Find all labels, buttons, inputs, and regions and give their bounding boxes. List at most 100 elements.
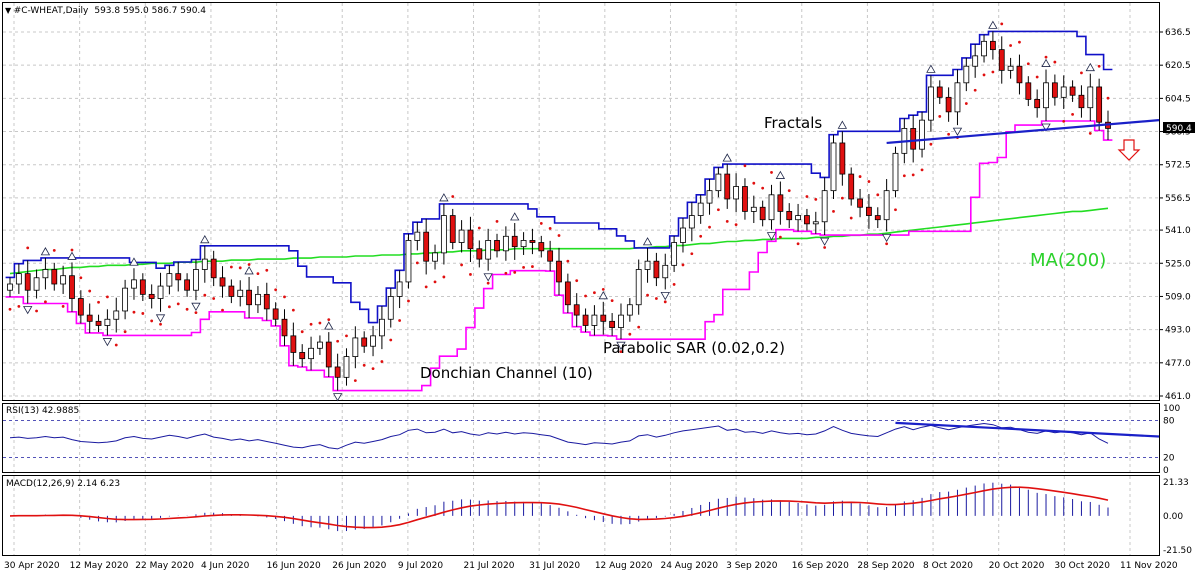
date-tick-label: 31 Jul 2020: [529, 561, 580, 571]
candle-body: [511, 235, 518, 248]
price-tick-label: 461.0: [1165, 392, 1191, 402]
candle-body: [529, 240, 536, 243]
sar-dot: [725, 219, 729, 223]
sar-dot: [628, 332, 632, 336]
sar-dot: [141, 312, 145, 315]
sar-dot: [176, 302, 180, 306]
sar-dot: [646, 293, 649, 297]
sar-dot: [460, 263, 463, 267]
sar-dot: [159, 322, 162, 326]
sar-dot: [876, 193, 880, 197]
sar-dot: [132, 310, 136, 314]
sar-dot: [734, 223, 738, 227]
candle-body: [724, 173, 731, 200]
candle-body: [671, 242, 678, 266]
price-panel-frame: [2, 2, 1160, 401]
current-price-box: [1163, 122, 1195, 133]
candle-body: [688, 215, 695, 229]
sar-dot: [885, 242, 889, 246]
rsi-title: RSI(13) 42.9885: [6, 406, 79, 416]
candle-body: [193, 269, 199, 291]
rsi-tick-label: 80: [1163, 416, 1175, 426]
macd-tick-label: 21.33: [1163, 478, 1189, 488]
sar-dot: [167, 305, 171, 309]
date-tick-label: 30 Apr 2020: [4, 561, 60, 571]
chart-instrument-label: ▼ #C-WHEAT,Daily 593.8 595.0 586.7 590.4: [5, 6, 206, 16]
candle-body: [69, 275, 75, 299]
candle-body: [945, 96, 952, 113]
candle-body: [1007, 65, 1014, 71]
candle-body: [848, 173, 855, 200]
candle-body: [839, 142, 846, 175]
candle-body: [928, 86, 934, 121]
donchian-upper-line: [5, 30, 1113, 324]
candle-body: [494, 240, 500, 252]
candle-body: [325, 341, 332, 368]
fractal-up-icon: [324, 321, 334, 330]
candle-body: [502, 235, 509, 252]
candle-body: [680, 227, 686, 243]
fractal-up-icon: [722, 153, 732, 162]
price-tick-label: 509.0: [1165, 292, 1191, 302]
candle-body: [263, 293, 270, 310]
sar-dot: [584, 294, 587, 298]
sar-dot: [345, 334, 348, 338]
candle-body: [255, 293, 261, 306]
sar-dot: [1009, 44, 1012, 47]
candle-body: [440, 215, 447, 254]
sar-dot: [619, 350, 623, 354]
fractal-down-icon: [819, 237, 830, 246]
candle-body: [981, 40, 987, 57]
sar-dot: [35, 309, 38, 313]
fractal-down-icon: [332, 393, 343, 402]
sar-dot: [203, 293, 207, 297]
fractal-up-icon: [837, 120, 848, 129]
sar-dot: [708, 225, 711, 229]
donchian-annotation: Donchian Channel (10): [420, 364, 593, 382]
sar-dot: [70, 248, 74, 252]
candle-body: [157, 285, 164, 299]
fractal-down-icon: [483, 273, 493, 282]
sar-dot: [593, 291, 596, 295]
sar-dot: [17, 305, 21, 308]
candle-body: [954, 82, 961, 113]
candle-body: [370, 335, 376, 347]
fractals-layer: [23, 20, 1095, 402]
fractal-up-icon: [988, 20, 998, 29]
candle-body: [874, 215, 881, 221]
candle-body: [866, 206, 872, 216]
sar-dot: [973, 88, 977, 92]
candle-body: [1096, 86, 1103, 123]
candle-body: [485, 240, 492, 260]
sar-dot: [778, 235, 782, 239]
price-tick-label: 493.0: [1165, 326, 1191, 336]
candle-body: [750, 206, 757, 212]
fractal-up-icon: [439, 193, 449, 202]
fractal-down-icon: [155, 314, 166, 323]
candle-body: [591, 314, 598, 326]
date-tick-label: 3 Sep 2020: [726, 561, 778, 571]
date-tick-label: 30 Oct 2020: [1054, 561, 1110, 571]
sar-dot: [681, 263, 685, 267]
candle-body: [1060, 86, 1067, 98]
trendline-layer: [886, 119, 1160, 145]
date-tick-label: 21 Jul 2020: [464, 561, 515, 571]
price-axis: 636.5620.5604.5588.5572.5556.5541.0525.0…: [1159, 28, 1191, 402]
candle-body: [1078, 94, 1085, 109]
candle-body: [883, 190, 890, 221]
candle-body: [51, 269, 58, 285]
candle-body: [830, 142, 837, 192]
fractal-down-icon: [1041, 123, 1051, 132]
date-tick-label: 12 Aug 2020: [595, 561, 653, 571]
current-price-label: 590.4: [1166, 124, 1192, 134]
candle-body: [821, 190, 828, 223]
candles-layer: [7, 31, 1111, 391]
sar-dot: [867, 180, 871, 183]
sar-dot: [407, 299, 410, 303]
sar-dot: [663, 300, 667, 304]
candle-body: [290, 335, 297, 353]
sar-dot: [1035, 75, 1039, 79]
candle-body: [104, 318, 111, 326]
candle-body: [777, 194, 784, 212]
candle-body: [308, 347, 314, 360]
